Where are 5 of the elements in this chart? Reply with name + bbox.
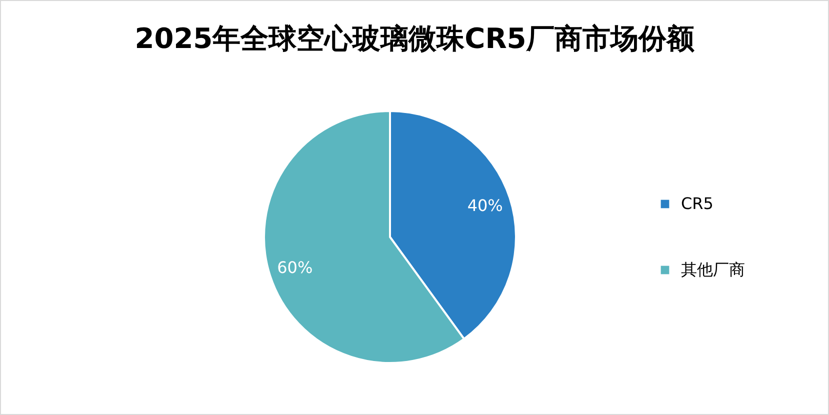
chart-title: 2025年全球空心玻璃微珠CR5厂商市场份额 — [134, 22, 696, 55]
data-label: 60% — [277, 258, 313, 277]
data-label: 40% — [467, 196, 503, 216]
legend-label: 其他厂商 — [681, 260, 745, 279]
legend-label: CR5 — [681, 194, 714, 213]
